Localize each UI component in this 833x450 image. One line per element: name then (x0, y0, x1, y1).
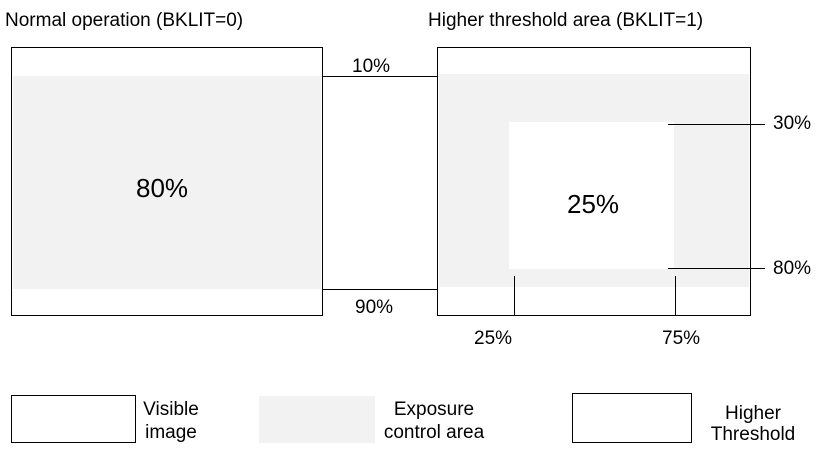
legend-higher-threshold-label-line1: Higher (725, 403, 781, 424)
normal-exposure-value: 80% (136, 173, 189, 203)
legend-exposure-label-line1: Exposure (393, 399, 475, 420)
left-threshold-label: 25% (474, 328, 513, 349)
legend-visible-image-label-line1: Visible (143, 399, 199, 420)
higher-threshold-value: 25% (567, 189, 620, 219)
top-threshold-label: 30% (773, 113, 812, 134)
bottom-boundary-label: 90% (355, 297, 394, 318)
legend-visible-image-swatch (11, 395, 136, 443)
top-connector-line (322, 76, 438, 77)
right-title: Higher threshold area (BKLIT=1) (428, 10, 704, 31)
left-title: Normal operation (BKLIT=0) (5, 10, 244, 31)
top-threshold-leader (668, 124, 765, 125)
legend-exposure-swatch (259, 396, 375, 443)
higher-threshold-area (509, 122, 674, 269)
legend-higher-threshold-swatch (572, 393, 692, 443)
bottom-threshold-leader (668, 268, 765, 269)
bottom-threshold-label: 80% (773, 258, 812, 279)
left-threshold-leader (514, 276, 515, 316)
normal-exposure-area (12, 76, 322, 289)
legend-exposure-label-line2: control area (383, 422, 485, 443)
legend-higher-threshold-label-line2: Threshold (710, 424, 796, 445)
legend-visible-image-label-line2: image (145, 422, 197, 443)
top-boundary-label: 10% (352, 56, 391, 77)
bottom-connector-line (322, 289, 438, 290)
right-threshold-label: 75% (662, 328, 701, 349)
right-threshold-leader (675, 276, 676, 316)
